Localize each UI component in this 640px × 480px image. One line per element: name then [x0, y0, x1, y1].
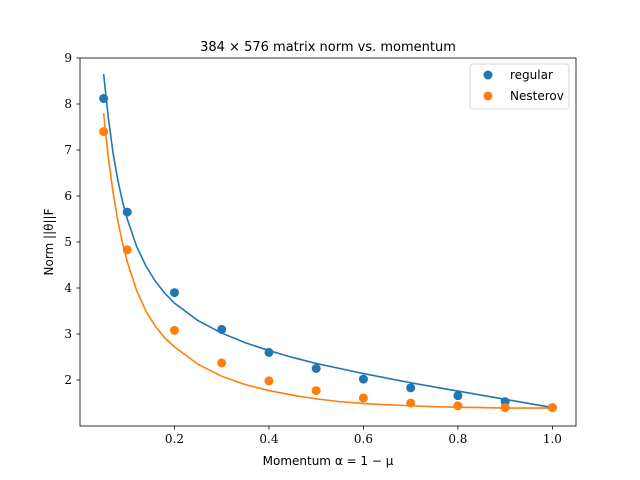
point-regular [311, 364, 321, 373]
point-nesterov [500, 403, 510, 413]
point-regular [264, 347, 274, 357]
y-tick-label: 7 [64, 143, 72, 157]
x-tick-label: 0.8 [448, 432, 467, 446]
point-regular [217, 324, 227, 334]
point-nesterov [217, 358, 227, 368]
axes-frame [79, 57, 577, 427]
fit-curve-nesterov [102, 113, 553, 409]
point-regular [122, 207, 132, 217]
axis-ticks: 0.2 0.4 0.6 0.8 1.0 2 3 4 5 6 7 8 9 [64, 51, 562, 446]
y-axis-label: Norm ||θ||F [42, 208, 56, 275]
point-regular [406, 383, 416, 393]
legend-marker-nesterov [483, 91, 493, 101]
legend-box [469, 63, 570, 110]
y-tick-label: 5 [64, 235, 72, 249]
x-tick-label: 0.6 [354, 432, 373, 446]
fit-curve-regular [102, 74, 553, 409]
point-nesterov [358, 393, 368, 403]
point-regular [453, 391, 463, 401]
y-tick-label: 2 [64, 373, 72, 387]
legend: regular Nesterov [469, 63, 570, 110]
point-regular [169, 288, 179, 298]
x-tick-label: 0.2 [165, 432, 184, 446]
y-tick-label: 3 [64, 327, 72, 341]
plot-area [99, 74, 557, 413]
point-nesterov [169, 325, 179, 335]
point-nesterov [453, 401, 463, 411]
y-tick-label: 9 [64, 51, 72, 65]
y-tick-label: 8 [64, 97, 72, 111]
point-regular [99, 93, 109, 103]
x-axis-label: Momentum α = 1 − μ [263, 454, 394, 468]
x-tick-label: 1.0 [543, 432, 562, 446]
legend-label-regular: regular [510, 68, 553, 82]
point-nesterov [99, 127, 109, 137]
point-nesterov [264, 376, 274, 386]
y-tick-label: 6 [64, 189, 72, 203]
chart-title: 384 × 576 matrix norm vs. momentum [200, 40, 456, 55]
x-tick-label: 0.4 [259, 432, 278, 446]
point-nesterov [122, 245, 132, 255]
y-tick-label: 4 [64, 281, 72, 295]
legend-marker-regular [483, 70, 493, 80]
point-nesterov [547, 403, 557, 413]
point-regular [358, 374, 368, 384]
point-nesterov [406, 398, 416, 408]
point-nesterov [311, 386, 321, 396]
legend-label-nesterov: Nesterov [510, 89, 564, 103]
